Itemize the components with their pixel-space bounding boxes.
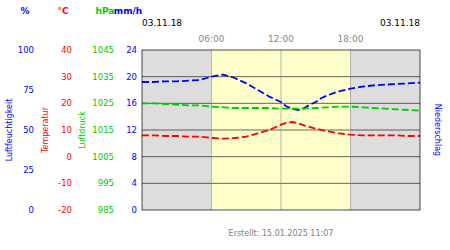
x-tick-label: 06:00 [199,34,225,44]
scale-tick-label: 995 [98,178,114,188]
unit-label: % [20,6,29,16]
grid-line-x [281,50,282,210]
scale-tick-label: 25 [23,165,34,175]
scale-label: Luftfeuchtigkeit [5,99,14,162]
scale-tick-label: 100 [18,45,34,55]
scale-tick-label: 1035 [92,72,114,82]
scale-tick-label: -20 [58,205,72,215]
scale-tick-label: 1025 [92,98,114,108]
scale-tick-label: 10 [61,125,72,135]
x-tick-label: 18:00 [338,34,364,44]
y-tick-label: 12 [126,125,137,135]
created-note: Erstellt: 15.01.2025 11:07 [229,229,334,238]
grid-line-x [350,50,351,210]
scale-label: Temperatur [41,106,50,154]
date-label: 03.11.18 [380,18,420,28]
scale-tick-label: 75 [23,85,34,95]
series-line [142,122,420,139]
x-tick-label: 12:00 [268,34,294,44]
series-line [142,103,420,110]
plot-frame [142,50,420,210]
scale-tick-label: 1045 [92,45,114,55]
y-tick-label: 16 [126,98,137,108]
scale-tick-label: 1005 [92,152,114,162]
y-axis-label: Niederschlag [433,104,442,156]
date-label: 03.11.18 [142,18,182,28]
unit-label: mm/h [114,6,142,16]
scale-tick-label: -10 [58,178,72,188]
chart: 06:00 12:00 18:00 03.11.18 03.11.18 Erstellt:… [0,0,450,250]
y-tick-label: 20 [126,72,137,82]
scale-tick-label: 30 [61,72,72,82]
y-tick-label: 0 [132,205,137,215]
scale-tick-label: 20 [61,98,72,108]
scale-tick-label: 985 [98,205,114,215]
scale-tick-label: 0 [67,152,72,162]
plot-area [142,50,420,210]
unit-label: °C [57,6,69,16]
y-tick-label: 4 [132,178,137,188]
grid-line-x [211,50,212,210]
scale-tick-label: 0 [29,205,34,215]
series-line [142,75,420,110]
scale-tick-label: 50 [23,125,34,135]
y-tick-label: 24 [126,45,137,55]
y-tick-label: 8 [132,152,137,162]
scale-tick-label: 1015 [92,125,114,135]
scale-label: Luftdruck [78,111,87,149]
unit-label: hPa [96,6,115,16]
scale-tick-label: 40 [61,45,72,55]
